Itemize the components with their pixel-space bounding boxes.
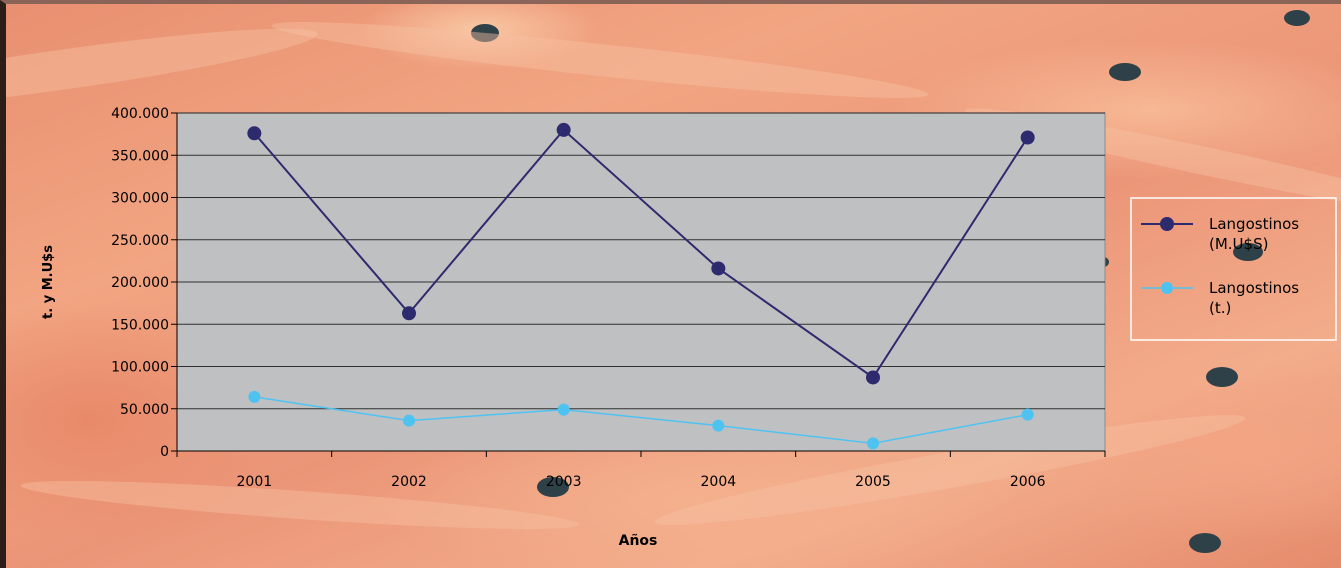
x-tick-label: 2006 (1010, 474, 1046, 490)
legend-label: (t.) (1209, 299, 1231, 317)
y-tick-label: 400.000 (111, 106, 169, 122)
data-point (712, 419, 725, 432)
y-tick-label: 250.000 (111, 233, 169, 249)
data-point (866, 370, 880, 385)
data-point (403, 414, 415, 427)
axes (176, 113, 1106, 457)
data-point (248, 390, 261, 403)
shrimp-eye-decor (1189, 533, 1221, 553)
shrimp-body-decor (271, 22, 929, 98)
shrimp-eye-decor (1206, 367, 1238, 387)
x-tick-label: 2004 (701, 474, 737, 490)
y-tick-label: 300.000 (111, 191, 169, 207)
data-point (557, 403, 570, 416)
shrimp-eye-decor (1109, 63, 1141, 81)
x-tick-label: 2003 (546, 474, 582, 490)
shrimp-eye-decor (471, 24, 499, 42)
data-point (402, 306, 416, 321)
data-point (247, 126, 262, 141)
y-tick-labels: 0 50.000 100.000 150.000 200.000 250.000 300.0… (111, 106, 169, 460)
y-axis-label: t. y M.U$s (41, 245, 56, 319)
x-axis-label: Años (619, 533, 658, 549)
legend-box (1130, 197, 1337, 341)
shrimp-body-decor (0, 28, 318, 112)
series-layer (247, 122, 1035, 450)
shrimp-eye-decor (1233, 243, 1263, 261)
legend: Langostinos (M.U$S) Langostinos (t.) (1130, 197, 1337, 341)
legend-swatch-marker (1160, 217, 1174, 231)
gridlines (171, 112, 1105, 452)
legend-swatch-marker (1161, 282, 1173, 294)
y-tick-label: 0 (160, 444, 169, 460)
data-point (711, 261, 726, 276)
y-tick-label: 200.000 (111, 275, 169, 291)
legend-label: (M.U$S) (1209, 235, 1268, 253)
y-tick-label: 150.000 (111, 317, 169, 333)
legend-label: Langostinos (1209, 279, 1299, 297)
x-tick-label: 2005 (855, 474, 891, 490)
y-tick-label: 50.000 (120, 402, 169, 418)
shrimp-eye-decor (1284, 10, 1310, 26)
data-point (1021, 408, 1034, 421)
data-point (1020, 130, 1035, 145)
legend-label: Langostinos (1209, 215, 1299, 233)
x-tick-label: 2002 (391, 474, 427, 490)
x-tick-labels: 2001 2002 2003 2004 2005 2006 (237, 474, 1046, 490)
series-line (254, 396, 1028, 445)
x-tick-label: 2001 (237, 474, 273, 490)
y-tick-label: 100.000 (111, 360, 169, 376)
data-point (867, 437, 879, 450)
shrimp-body-decor (20, 480, 580, 530)
data-point (556, 122, 571, 137)
y-tick-label: 350.000 (111, 148, 169, 164)
series-line (253, 128, 1029, 379)
shrimp-eye-decor (537, 477, 569, 497)
